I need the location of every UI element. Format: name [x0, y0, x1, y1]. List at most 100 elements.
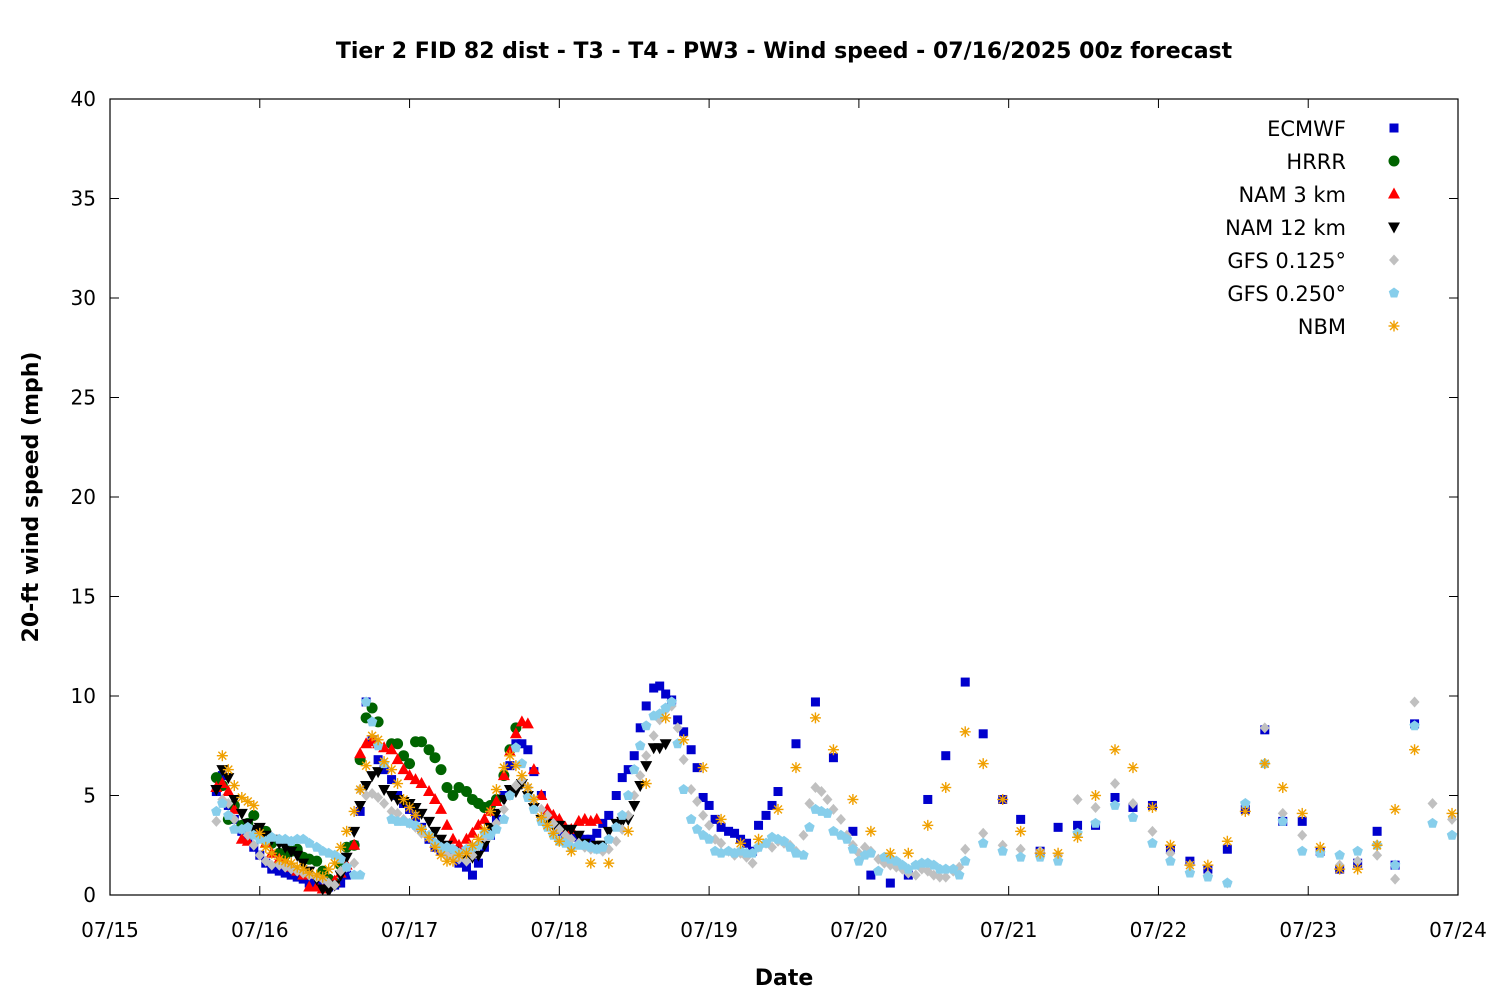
data-point: [303, 837, 315, 848]
data-point: [960, 677, 970, 687]
data-point: [1240, 797, 1251, 808]
data-point: [547, 827, 559, 839]
data-point: [1409, 744, 1421, 756]
data-point: [386, 764, 398, 776]
data-point: [997, 793, 1009, 805]
data-point: [509, 727, 522, 739]
y-tick-label: 30: [71, 286, 96, 310]
data-point: [429, 752, 441, 764]
data-point: [649, 683, 659, 693]
data-point: [1297, 829, 1308, 841]
data-point: [535, 789, 548, 800]
data-point: [404, 801, 416, 813]
data-point: [659, 739, 672, 751]
data-point: [423, 744, 435, 756]
legend-label: HRRR: [1286, 150, 1346, 174]
data-point: [216, 765, 229, 777]
x-tick-label: 07/15: [81, 918, 139, 942]
data-point: [865, 847, 877, 858]
data-point: [790, 847, 802, 858]
data-point: [248, 799, 260, 811]
data-point: [1259, 722, 1270, 734]
data-point: [640, 720, 652, 731]
data-point: [1147, 825, 1158, 837]
data-point: [628, 764, 640, 775]
data-point: [666, 696, 677, 707]
legend: ECMWF HRRR NAM 3 km NAM 12 km GFS 0.125° GFS …: [1225, 117, 1400, 339]
data-point: [404, 758, 416, 770]
data-point: [504, 750, 516, 762]
data-point: [254, 827, 266, 839]
data-point: [416, 823, 428, 835]
legend-label: NBM: [1298, 315, 1346, 339]
data-point: [297, 863, 309, 875]
data-point: [1446, 807, 1458, 819]
data-point: [447, 790, 459, 801]
data-point: [611, 821, 622, 832]
data-point: [398, 793, 410, 805]
data-point: [828, 753, 838, 763]
data-point: [242, 795, 254, 807]
data-point: [498, 803, 509, 815]
data-point: [291, 850, 304, 862]
data-point: [373, 755, 383, 765]
data-point: [228, 780, 240, 792]
data-point: [366, 771, 379, 783]
data-point: [784, 841, 796, 852]
data-point: [1277, 815, 1288, 826]
data-point: [715, 813, 727, 825]
data-point: [235, 808, 248, 820]
data-point: [510, 760, 522, 772]
data-point: [597, 841, 608, 852]
data-point: [678, 754, 689, 766]
data-point: [354, 800, 367, 812]
data-point: [1390, 873, 1401, 885]
legend-label: NAM 3 km: [1238, 183, 1346, 207]
data-point: [809, 712, 821, 724]
data-point: [397, 763, 410, 775]
data-point: [697, 762, 709, 774]
x-tick-label: 07/20: [830, 918, 888, 942]
chart-title: Tier 2 FID 82 dist - T3 - T4 - PW3 - Win…: [336, 39, 1233, 64]
data-point: [772, 803, 784, 815]
y-tick-label: 0: [83, 883, 96, 907]
data-point: [521, 717, 534, 729]
data-point: [641, 701, 651, 711]
data-points: [210, 677, 1458, 895]
data-point: [410, 809, 422, 821]
data-point: [598, 818, 608, 828]
data-point: [611, 791, 621, 800]
data-point: [461, 855, 472, 867]
data-point: [217, 797, 228, 808]
data-point: [1409, 696, 1420, 708]
x-tick-label: 07/16: [231, 918, 289, 942]
y-tick-label: 40: [71, 87, 96, 111]
data-point: [498, 813, 510, 824]
data-point: [698, 792, 708, 802]
data-point: [617, 773, 627, 783]
data-point: [603, 833, 614, 844]
data-point: [648, 730, 659, 742]
data-point: [679, 727, 689, 737]
data-point: [960, 843, 971, 855]
y-tick-label: 15: [71, 585, 96, 609]
data-point: [373, 791, 384, 803]
data-point: [1446, 829, 1458, 840]
data-point: [977, 758, 989, 770]
data-point: [1409, 720, 1420, 731]
legend-item: NAM 3 km: [1238, 183, 1400, 207]
data-point: [254, 849, 265, 861]
data-point: [1202, 859, 1214, 871]
data-point: [704, 800, 714, 810]
data-point: [835, 813, 846, 825]
x-tick-label: 07/18: [531, 918, 589, 942]
data-point: [1352, 863, 1364, 875]
data-point: [773, 787, 783, 797]
x-tick-label: 07/23: [1279, 918, 1337, 942]
data-point: [1259, 758, 1271, 770]
data-point: [923, 794, 933, 804]
data-point: [210, 772, 222, 784]
data-point: [498, 762, 510, 774]
data-point: [378, 756, 390, 768]
